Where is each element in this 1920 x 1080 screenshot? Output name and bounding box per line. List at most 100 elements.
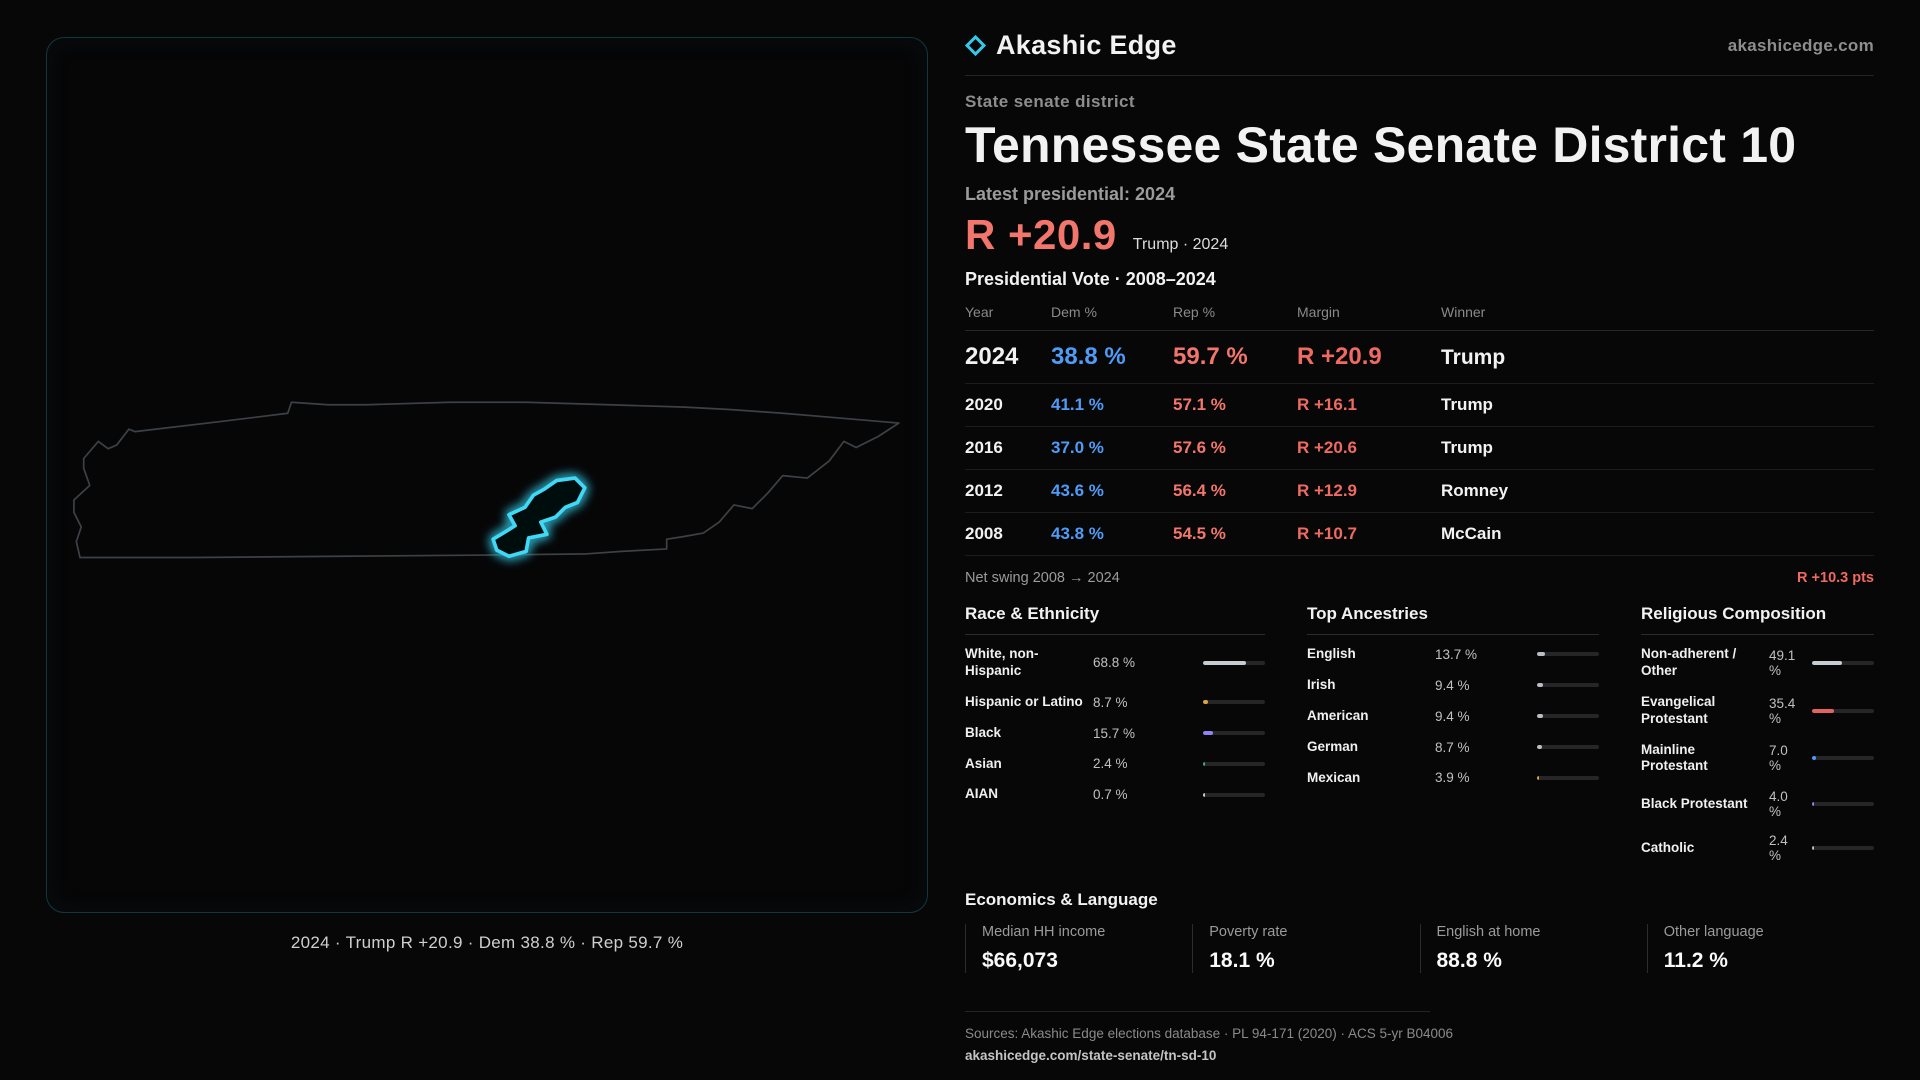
brand-name: Akashic Edge bbox=[996, 30, 1177, 60]
list-item: Asian 2.4 % bbox=[965, 749, 1265, 780]
cell-year: 2024 bbox=[965, 343, 1019, 370]
cell-dem: 37.0 % bbox=[1051, 438, 1104, 457]
list-item: Hispanic or Latino 8.7 % bbox=[965, 687, 1265, 718]
net-swing-value: R +10.3 pts bbox=[1797, 570, 1874, 586]
stat-label: Poverty rate bbox=[1209, 924, 1288, 941]
demo-label: Catholic bbox=[1641, 839, 1695, 855]
demo-label: AIAN bbox=[965, 786, 998, 802]
cell-rep: 59.7 % bbox=[1173, 343, 1248, 370]
table-row: 2012 43.6 % 56.4 % R +12.9 Romney bbox=[965, 470, 1874, 513]
stat-value: 11.2 % bbox=[1663, 949, 1728, 973]
demo-label: Black bbox=[965, 724, 1002, 740]
demo-bar bbox=[1203, 761, 1265, 766]
demo-label: German bbox=[1307, 738, 1359, 754]
economics-stats: Median HH income $66,073 Poverty rate 18… bbox=[965, 924, 1874, 974]
demo-label: Asian bbox=[965, 755, 1002, 771]
list-item: Irish 9.4 % bbox=[1307, 670, 1599, 701]
table-row: 2020 41.1 % 57.1 % R +16.1 Trump bbox=[965, 384, 1874, 427]
demo-bar bbox=[1812, 660, 1874, 665]
demo-value: 35.4 % bbox=[1769, 695, 1796, 726]
religion-title: Religious Composition bbox=[1641, 596, 1874, 635]
demo-label: Hispanic or Latino bbox=[965, 693, 1083, 709]
list-item: Mainline Protestant 7.0 % bbox=[1641, 735, 1874, 783]
demo-label: Non-adherent / Other bbox=[1641, 646, 1737, 678]
page-title: Tennessee State Senate District 10 bbox=[965, 117, 1797, 173]
demo-label: White, non-Hispanic bbox=[965, 646, 1039, 678]
table-row: 2008 43.8 % 54.5 % R +10.7 McCain bbox=[965, 513, 1874, 556]
demographics: Race & Ethnicity White, non-Hispanic 68.… bbox=[965, 596, 1874, 870]
list-item: AIAN 0.7 % bbox=[965, 779, 1265, 810]
race-ethnicity-block: Race & Ethnicity White, non-Hispanic 68.… bbox=[965, 596, 1265, 870]
cell-winner: Trump bbox=[1441, 395, 1493, 414]
demo-bar bbox=[1537, 683, 1599, 688]
headline-margin-value: R +20.9 bbox=[965, 211, 1117, 258]
demo-label: Black Protestant bbox=[1641, 795, 1748, 811]
state-outline bbox=[73, 401, 900, 559]
footer-url-link[interactable]: akashicedge.com/state-senate/tn-sd-10 bbox=[965, 1048, 1217, 1064]
demo-value: 13.7 % bbox=[1435, 646, 1478, 662]
demo-label: Mexican bbox=[1307, 769, 1361, 785]
cell-rep: 54.5 % bbox=[1173, 524, 1226, 543]
demo-bar bbox=[1537, 714, 1599, 719]
district-type-label: State senate district bbox=[965, 92, 1135, 111]
map-caption: 2024 · Trump R +20.9 · Dem 38.8 % · Rep … bbox=[290, 933, 684, 952]
demo-value: 4.0 % bbox=[1769, 789, 1788, 820]
demo-bar bbox=[1812, 846, 1874, 851]
footer: Sources: Akashic Edge elections database… bbox=[965, 1011, 1874, 1063]
race-title: Race & Ethnicity bbox=[965, 596, 1265, 635]
district-shape[interactable] bbox=[491, 476, 587, 559]
list-item: White, non-Hispanic 68.8 % bbox=[965, 639, 1265, 687]
demo-value: 2.4 % bbox=[1769, 833, 1788, 864]
demo-label: Evangelical Protestant bbox=[1641, 693, 1716, 726]
demo-bar bbox=[1537, 745, 1599, 750]
tennessee-map bbox=[73, 401, 900, 559]
site-link[interactable]: akashicedge.com bbox=[1727, 35, 1874, 55]
demo-bar bbox=[1203, 700, 1265, 705]
demo-bar bbox=[1537, 652, 1599, 657]
col-margin: Margin bbox=[1297, 304, 1340, 320]
col-rep: Rep % bbox=[1173, 304, 1216, 320]
col-year: Year bbox=[965, 304, 994, 320]
demo-value: 3.9 % bbox=[1435, 770, 1470, 786]
vote-table-header: Year Dem % Rep % Margin Winner bbox=[965, 292, 1874, 331]
demo-value: 2.4 % bbox=[1093, 756, 1128, 772]
demo-bar bbox=[1203, 731, 1265, 736]
stat-english-at-home: English at home 88.8 % bbox=[1419, 924, 1647, 974]
cell-winner: Trump bbox=[1441, 438, 1493, 457]
cell-rep: 57.6 % bbox=[1173, 438, 1226, 457]
economics-title: Economics & Language bbox=[965, 890, 1158, 910]
col-winner: Winner bbox=[1441, 304, 1486, 320]
stat-label: Other language bbox=[1663, 924, 1764, 941]
demo-value: 9.4 % bbox=[1435, 708, 1470, 724]
headline-margin-detail: Trump · 2024 bbox=[1132, 236, 1229, 253]
header-bar: Akashic Edge akashicedge.com bbox=[964, 30, 1874, 76]
cell-year: 2012 bbox=[965, 481, 1003, 500]
cell-dem: 43.8 % bbox=[1051, 524, 1104, 543]
list-item: Mexican 3.9 % bbox=[1307, 763, 1599, 794]
list-item: Black Protestant 4.0 % bbox=[1641, 782, 1874, 826]
cell-margin: R +20.9 bbox=[1297, 343, 1382, 370]
list-item: English 13.7 % bbox=[1307, 639, 1599, 670]
economics-section: Economics & Language Median HH income $6… bbox=[965, 890, 1874, 974]
demo-value: 9.4 % bbox=[1435, 677, 1470, 693]
demo-bar bbox=[1537, 775, 1599, 780]
demo-bar bbox=[1812, 756, 1874, 761]
map-panel bbox=[46, 37, 928, 913]
demo-value: 15.7 % bbox=[1093, 725, 1136, 741]
detail-panel: Akashic Edge akashicedge.com State senat… bbox=[964, 0, 1920, 1080]
stat-label: English at home bbox=[1436, 924, 1541, 941]
footer-divider bbox=[965, 1011, 1430, 1013]
cell-winner: Romney bbox=[1441, 481, 1509, 500]
cell-winner: Trump bbox=[1441, 346, 1506, 369]
brand: Akashic Edge bbox=[964, 30, 1177, 61]
demo-label: American bbox=[1307, 707, 1369, 723]
demo-value: 49.1 % bbox=[1769, 647, 1796, 678]
demo-value: 68.8 % bbox=[1093, 655, 1136, 671]
demo-value: 0.7 % bbox=[1093, 787, 1128, 803]
cell-margin: R +20.6 bbox=[1297, 438, 1358, 457]
list-item: American 9.4 % bbox=[1307, 701, 1599, 732]
demo-bar bbox=[1812, 802, 1874, 807]
list-item: Evangelical Protestant 35.4 % bbox=[1641, 687, 1874, 735]
cell-dem: 41.1 % bbox=[1051, 395, 1104, 414]
